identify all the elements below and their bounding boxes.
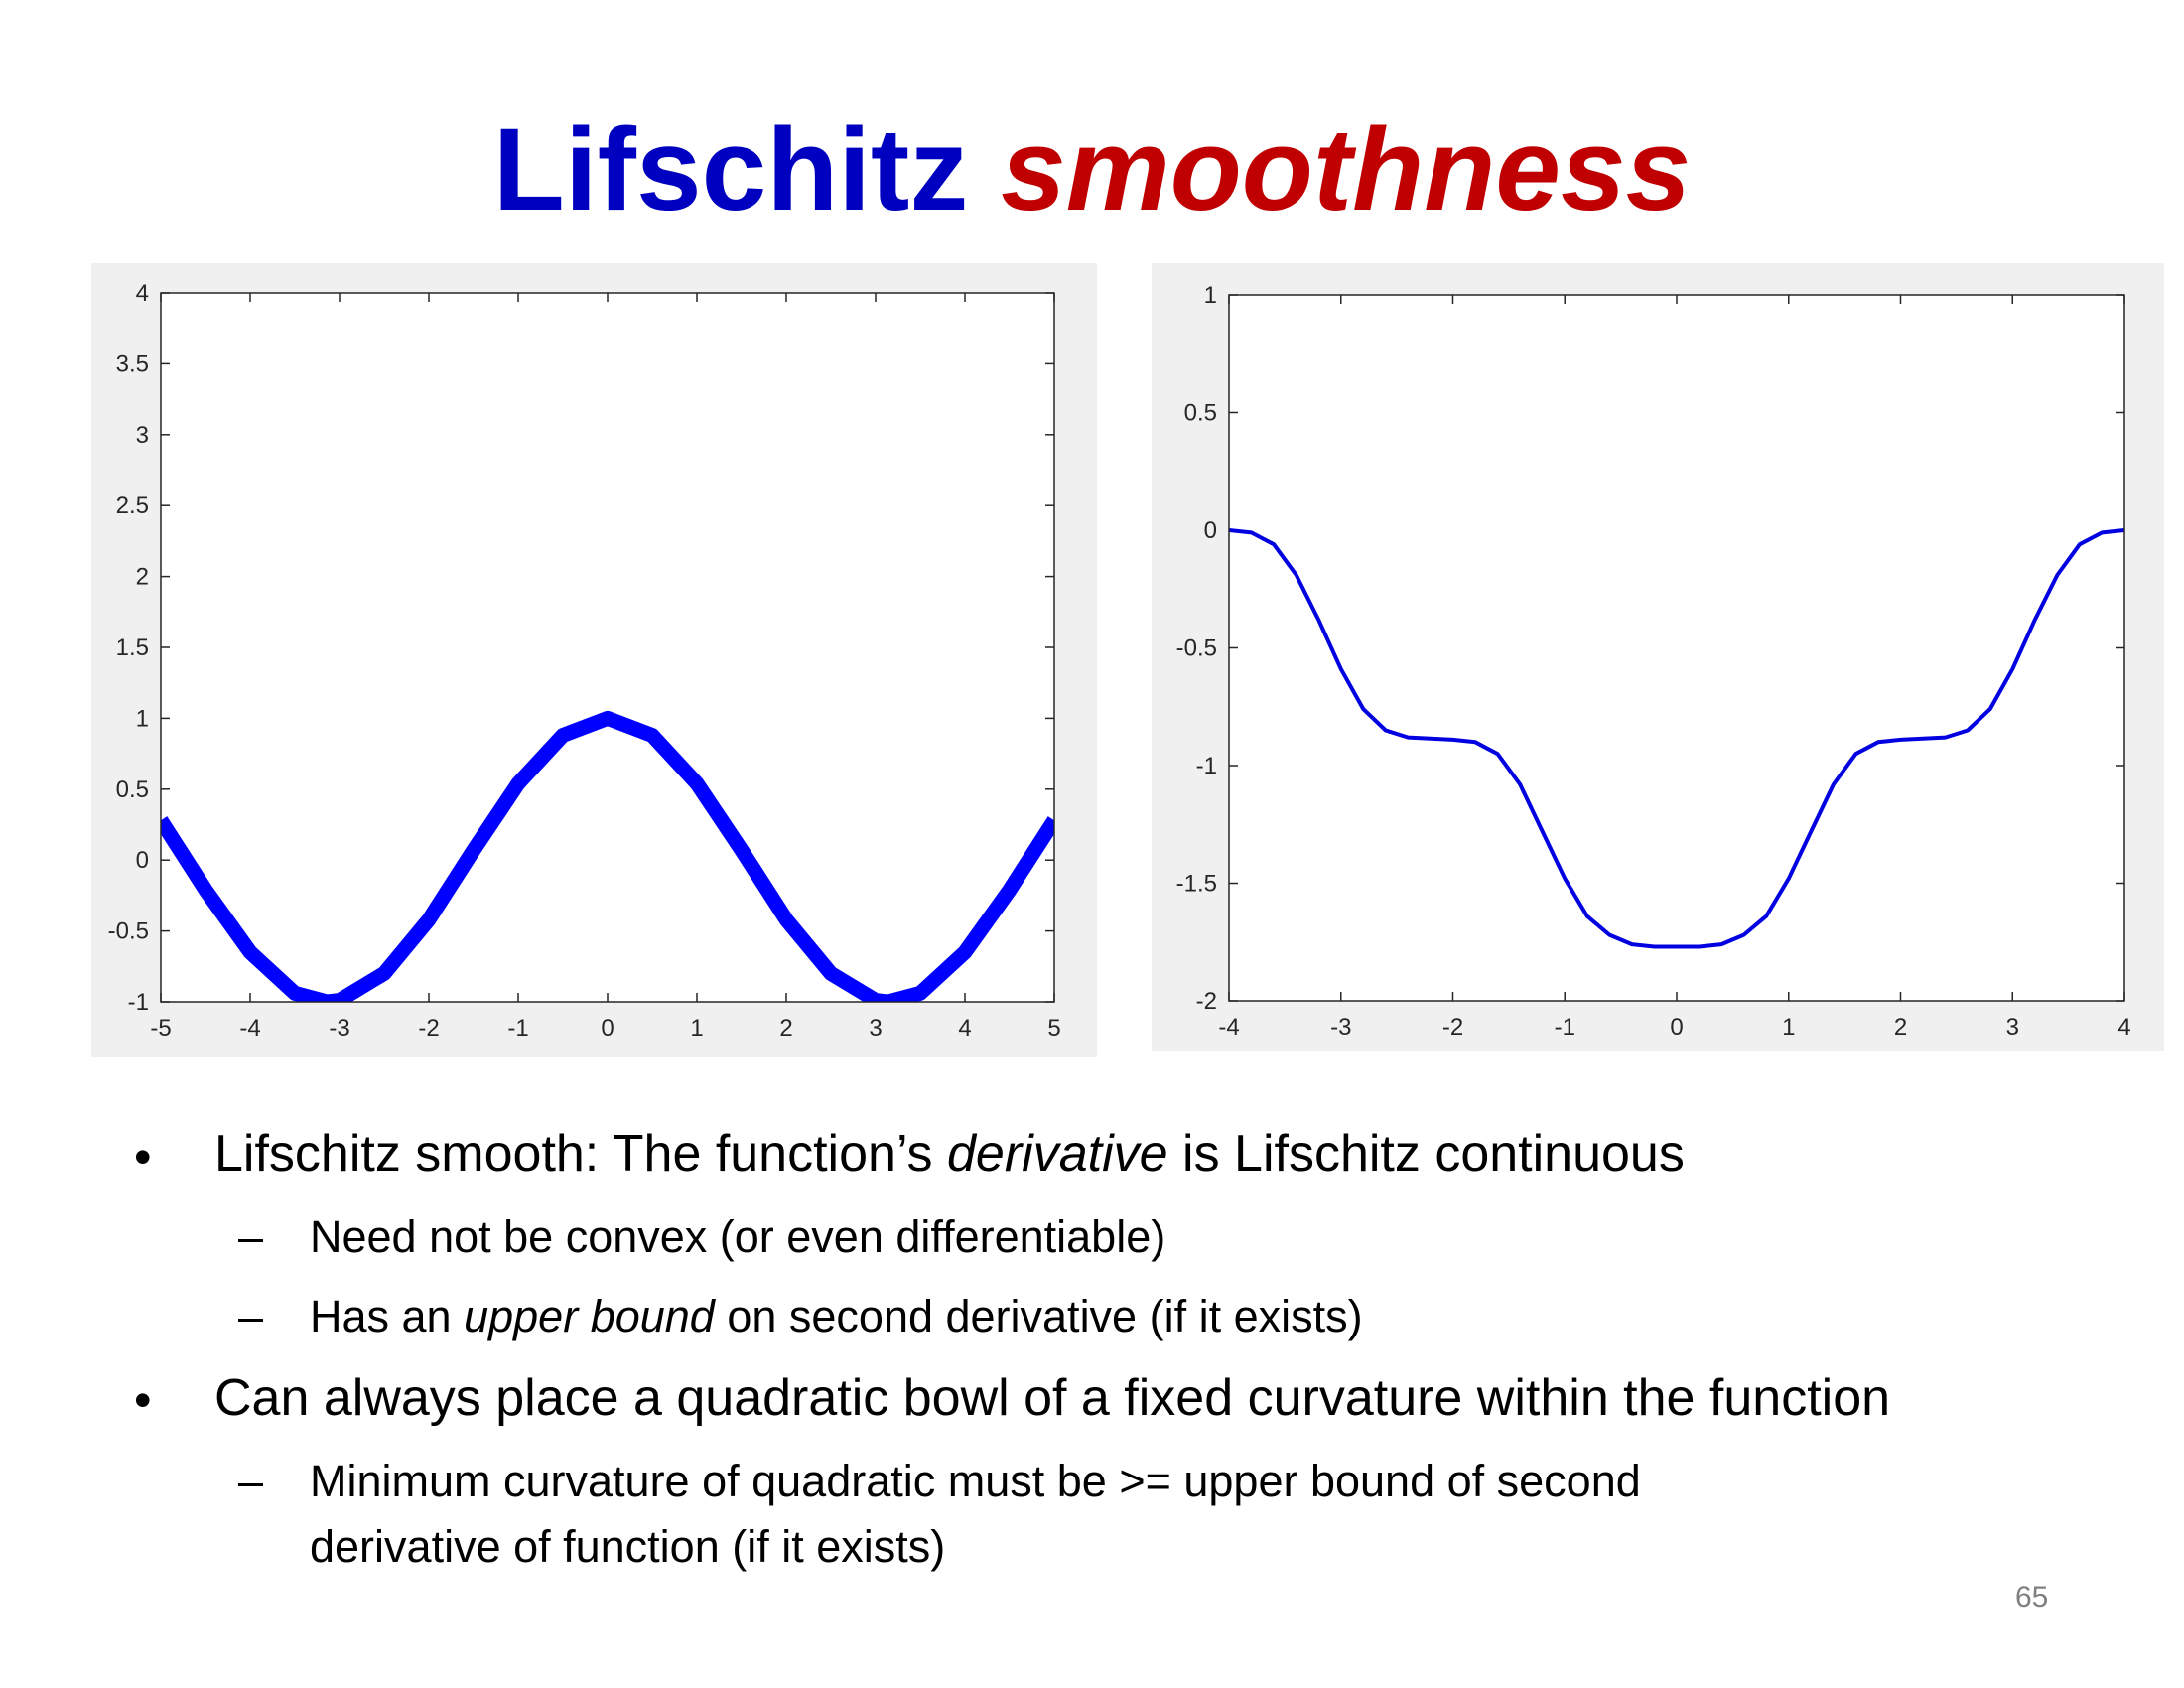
x-tick-label: -3: [1330, 1014, 1351, 1041]
page-number: 65: [2015, 1581, 2049, 1614]
y-tick-label: 0: [1204, 517, 1217, 544]
left-chart-panel: -5 -4 -3 -2 -1 0 1 2 3 4 5 4 3.5 3 2.5 2 1.5 1 0.5 0 -0.5 -1: [91, 263, 1097, 1057]
subbullet-min-curvature-line1: Minimum curvature of quadratic must be >…: [310, 1456, 1641, 1506]
series-line: [161, 710, 1054, 1002]
x-tick-label: 2: [779, 1015, 792, 1042]
y-tick-label: 1: [1204, 282, 1217, 309]
title-word-lifschitz: Lifschitz: [492, 104, 969, 235]
series-line: [1229, 528, 2124, 949]
x-tick-label: 4: [958, 1015, 971, 1042]
x-tick-label: -1: [507, 1015, 528, 1042]
y-tick-label: 0.5: [116, 776, 149, 803]
right-chart: -4 -3 -2 -1 0 1 2 3 4 1 0.5 0 -0.5 -1 -1.5 -2: [1176, 282, 2131, 1041]
x-tick-label: 3: [869, 1015, 882, 1042]
x-tick-label: 0: [1670, 1014, 1683, 1041]
y-tick-label: 4: [136, 280, 149, 307]
dash-marker: –: [238, 1211, 264, 1262]
bullet-marker: •: [134, 1372, 152, 1428]
subbullet-not-convex: Need not be convex (or even differentiab…: [310, 1211, 1166, 1262]
x-tick-label: 1: [690, 1015, 703, 1042]
y-tick-label: 1: [136, 705, 149, 732]
subbullet-upper-bound: Has an upper bound on second derivative …: [310, 1291, 1363, 1342]
y-tick-label: 1.5: [116, 634, 149, 661]
x-tick-label: 1: [1782, 1014, 1795, 1041]
x-tick-label: -4: [1218, 1014, 1239, 1041]
x-tick-label: 4: [2117, 1014, 2130, 1041]
y-tick-label: 0.5: [1184, 400, 1217, 427]
subbullet-text-end: on second derivative (if it exists): [714, 1291, 1363, 1341]
title-word-smoothness: smoothness: [1001, 104, 1692, 235]
y-tick-label: -1.5: [1176, 871, 1217, 898]
y-tick-label: 0: [136, 847, 149, 874]
slide-title: Lifschitz smoothness: [0, 111, 2184, 228]
right-chart-panel: -4 -3 -2 -1 0 1 2 3 4 1 0.5 0 -0.5 -1 -1.5 -2: [1152, 263, 2164, 1051]
y-tick-label: 3.5: [116, 351, 149, 377]
dash-marker: –: [238, 1456, 264, 1506]
left-chart: -5 -4 -3 -2 -1 0 1 2 3 4 5 4 3.5 3 2.5 2 1.5 1 0.5 0 -0.5 -1: [108, 280, 1061, 1042]
axes-box: [160, 292, 1055, 1003]
x-tick-label: -2: [418, 1015, 439, 1042]
bullet-text-end: is Lifschitz continuous: [1167, 1125, 1685, 1183]
y-tick-label: -0.5: [108, 918, 149, 945]
plot-area: [161, 293, 1054, 1002]
y-tick-label: -0.5: [1176, 635, 1217, 662]
y-tick-label: 2: [136, 564, 149, 591]
y-tick-label: 2.5: [116, 492, 149, 519]
x-tick-label: -1: [1555, 1014, 1575, 1041]
y-tick-label: -1: [128, 989, 149, 1016]
plot-area: [1229, 295, 2124, 1001]
x-tick-label: -4: [239, 1015, 260, 1042]
bullet-lifschitz-smooth: Lifschitz smooth: The function’s derivat…: [214, 1124, 1685, 1184]
subbullet-min-curvature-line2: derivative of function (if it exists): [310, 1521, 946, 1572]
y-tick-label: -1: [1196, 753, 1217, 779]
x-tick-label: 0: [601, 1015, 614, 1042]
x-tick-label: -2: [1442, 1014, 1463, 1041]
bullet-marker: •: [134, 1129, 152, 1185]
bullet-text-start: Lifschitz smooth: The function’s: [214, 1125, 948, 1183]
x-tick-label: 5: [1047, 1015, 1060, 1042]
subbullet-text-italic: upper bound: [464, 1291, 715, 1341]
y-tick-label: 3: [136, 422, 149, 449]
x-tick-label: 3: [2006, 1014, 2019, 1041]
bullet-quadratic-bowl: Can always place a quadratic bowl of a f…: [214, 1369, 1891, 1427]
axes-box: [1228, 294, 2125, 1002]
y-tick-label: -2: [1196, 988, 1217, 1015]
bullet-text-italic: derivative: [947, 1125, 1168, 1183]
x-tick-label: -5: [150, 1015, 171, 1042]
x-tick-label: -3: [329, 1015, 349, 1042]
x-tick-label: 2: [1894, 1014, 1907, 1041]
dash-marker: –: [238, 1291, 264, 1341]
subbullet-text-start: Has an: [310, 1291, 465, 1341]
